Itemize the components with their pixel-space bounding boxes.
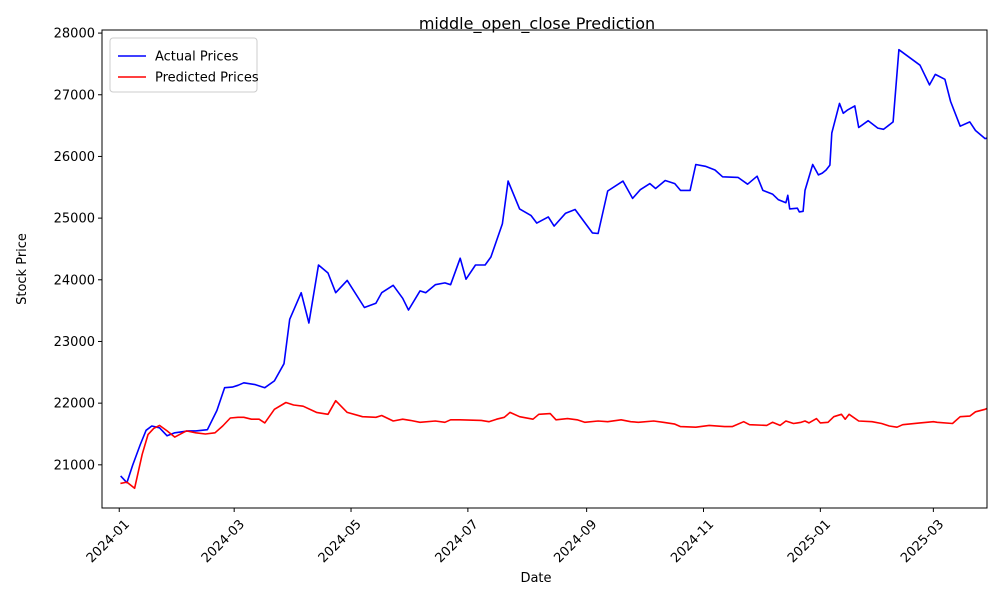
y-axis: 21000 22000 23000 24000 25000 26000 27000 28000 <box>54 27 102 473</box>
series-line-predicted-prices <box>120 399 987 490</box>
y-tick-label: 26000 <box>54 150 95 165</box>
y-tick-label: 23000 <box>54 335 95 350</box>
y-tick-label: 21000 <box>54 458 95 473</box>
chart-title: middle_open_close Prediction <box>419 14 655 34</box>
y-tick-label: 22000 <box>54 397 95 412</box>
series-line-actual-prices <box>120 48 987 484</box>
legend-label: Actual Prices <box>155 50 239 65</box>
y-tick-label: 25000 <box>54 212 95 227</box>
legend: Actual Prices Predicted Prices <box>109 37 259 93</box>
y-tick-label: 28000 <box>54 27 95 42</box>
x-axis-label: Date <box>520 571 551 586</box>
y-axis-label: Stock Price <box>15 233 30 305</box>
legend-box <box>109 37 258 93</box>
series-layer <box>120 48 987 490</box>
plot-area-frame <box>101 29 988 509</box>
legend-label: Predicted Prices <box>155 71 259 86</box>
y-tick-label: 24000 <box>54 273 95 288</box>
y-tick-label: 27000 <box>54 88 95 103</box>
